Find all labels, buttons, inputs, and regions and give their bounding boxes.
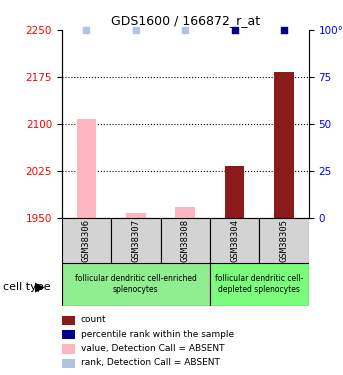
Text: GSM38305: GSM38305 [280, 219, 288, 261]
Text: GSM38307: GSM38307 [131, 219, 140, 261]
Text: follicular dendritic cell-
depleted splenocytes: follicular dendritic cell- depleted sple… [215, 274, 304, 294]
Bar [76, 119, 96, 218]
Bar [175, 207, 195, 218]
Text: cell type: cell type [3, 282, 51, 292]
Title: GDS1600 / 166872_r_at: GDS1600 / 166872_r_at [111, 15, 260, 27]
Text: rank, Detection Call = ABSENT: rank, Detection Call = ABSENT [81, 358, 220, 367]
FancyBboxPatch shape [161, 217, 210, 262]
Bar [225, 166, 245, 218]
FancyBboxPatch shape [62, 217, 111, 262]
Text: GSM38306: GSM38306 [82, 219, 91, 261]
Bar [126, 213, 146, 217]
Point [281, 27, 287, 33]
Point [182, 27, 188, 33]
FancyBboxPatch shape [62, 262, 210, 306]
Point [84, 27, 89, 33]
Point [133, 27, 139, 33]
FancyBboxPatch shape [210, 262, 309, 306]
Text: follicular dendritic cell-enriched
splenocytes: follicular dendritic cell-enriched splen… [75, 274, 197, 294]
Text: percentile rank within the sample: percentile rank within the sample [81, 330, 234, 339]
FancyBboxPatch shape [210, 217, 259, 262]
Text: GSM38304: GSM38304 [230, 219, 239, 261]
Point [232, 27, 237, 33]
Bar [274, 72, 294, 217]
Text: ▶: ▶ [35, 280, 44, 293]
Text: GSM38308: GSM38308 [181, 219, 190, 261]
FancyBboxPatch shape [259, 217, 309, 262]
FancyBboxPatch shape [111, 217, 161, 262]
Text: value, Detection Call = ABSENT: value, Detection Call = ABSENT [81, 344, 224, 353]
Text: count: count [81, 315, 106, 324]
